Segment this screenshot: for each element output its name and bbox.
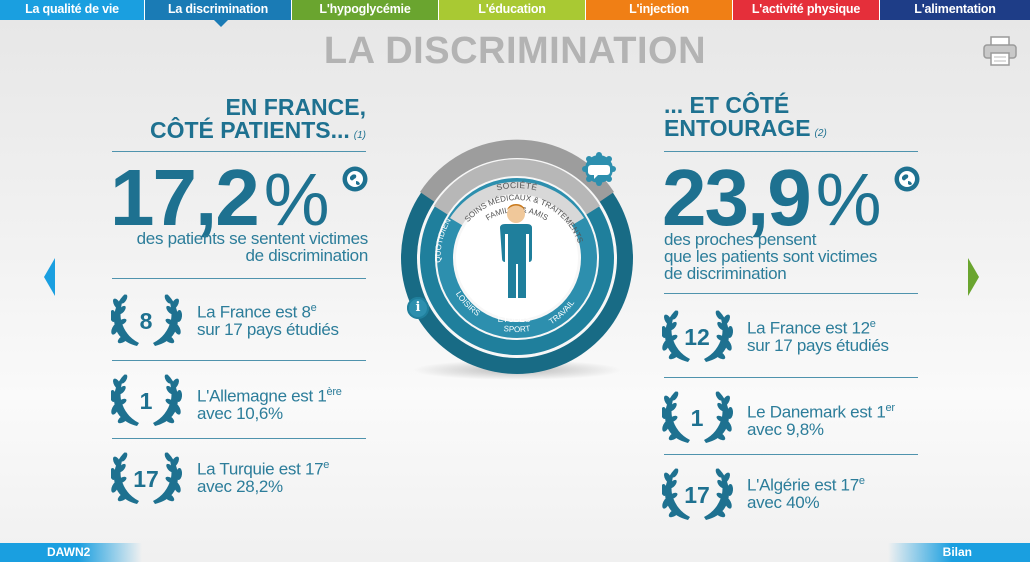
- rank-number: 1: [139, 388, 153, 414]
- tab-qualite-de-vie[interactable]: La qualité de vie: [0, 0, 145, 20]
- divider: [112, 438, 366, 439]
- tab-hypoglycemie[interactable]: L'hypoglycémie: [292, 0, 439, 20]
- right-percentage: 23,9%: [662, 153, 882, 242]
- laurel-rank-badge: 12: [660, 306, 742, 366]
- svg-text:SOCIÉTÉ: SOCIÉTÉ: [495, 180, 538, 193]
- printer-icon[interactable]: [983, 36, 1017, 66]
- divider: [664, 151, 918, 152]
- tab-activite-physique[interactable]: L'activité physique: [733, 0, 880, 20]
- left-description: des patients se sentent victimes de disc…: [136, 229, 369, 265]
- left-reference: (1): [353, 130, 366, 141]
- rank-number: 12: [684, 324, 710, 350]
- previous-arrow-icon[interactable]: [44, 258, 55, 296]
- info-icon[interactable]: i: [407, 297, 429, 319]
- label-societe: SOCIÉTÉ: [495, 180, 538, 193]
- rank-text: Le Danemark est 1er avec 9,8%: [747, 402, 895, 439]
- divider: [112, 360, 366, 361]
- divider: [664, 377, 918, 378]
- right-description: des proches pensent que les patients son…: [664, 230, 878, 283]
- rank-number: 17: [684, 482, 710, 508]
- person-icon: [500, 204, 532, 298]
- rank-number: 1: [690, 405, 704, 431]
- tab-discrimination[interactable]: La discrimination: [145, 0, 292, 20]
- globe-icon[interactable]: [342, 166, 368, 192]
- svg-text:SPORT: SPORT: [503, 324, 531, 334]
- page-title: LA DISCRIMINATION: [323, 30, 707, 72]
- label-sport: SPORT: [503, 324, 531, 334]
- laurel-rank-badge: 17: [660, 464, 742, 524]
- rank-text: La Turquie est 17e avec 28,2%: [197, 459, 330, 496]
- tab-alimentation[interactable]: L'alimentation: [880, 0, 1030, 20]
- bilan-button[interactable]: Bilan: [888, 543, 1030, 562]
- rank-text: La France est 8e sur 17 pays étudiés: [197, 302, 339, 339]
- left-heading: EN FRANCE, CÔTÉ PATIENTS... (1): [149, 94, 366, 143]
- discrimination-ring-diagram: SOCIÉTÉ SOINS MÉDICAUX & TRAITEMENTS FAM…: [401, 139, 633, 380]
- left-percentage: 17,2%: [110, 153, 330, 242]
- divider: [112, 278, 366, 279]
- laurel-rank-badge: 8: [109, 290, 191, 350]
- globe-icon[interactable]: [894, 166, 920, 192]
- rank-number: 8: [139, 308, 153, 334]
- rank-text: L'Allemagne est 1ère avec 10,6%: [197, 386, 342, 423]
- tab-injection[interactable]: L'injection: [586, 0, 733, 20]
- next-arrow-icon[interactable]: [968, 258, 979, 296]
- right-heading: ... ET CÔTÉ ENTOURAGE (2): [664, 92, 827, 141]
- rank-text: L'Algérie est 17e avec 40%: [747, 475, 865, 512]
- right-reference: (2): [814, 128, 827, 139]
- active-tab-indicator: [214, 20, 228, 27]
- rank-text: La France est 12e sur 17 pays étudiés: [747, 318, 889, 355]
- divider: [664, 293, 918, 294]
- top-tab-bar: La qualité de vie La discrimination L'hy…: [0, 0, 1030, 20]
- dawn2-button[interactable]: DAWN2: [0, 543, 142, 562]
- tab-education[interactable]: L'éducation: [439, 0, 586, 20]
- comment-bubble-icon[interactable]: [581, 151, 617, 191]
- laurel-rank-badge: 1: [109, 370, 191, 430]
- divider: [664, 454, 918, 455]
- divider: [112, 151, 366, 152]
- laurel-rank-badge: 17: [109, 448, 191, 508]
- label-etudes: ÉTUDES: [498, 315, 530, 324]
- rank-number: 17: [133, 466, 159, 492]
- laurel-rank-badge: 1: [660, 387, 742, 447]
